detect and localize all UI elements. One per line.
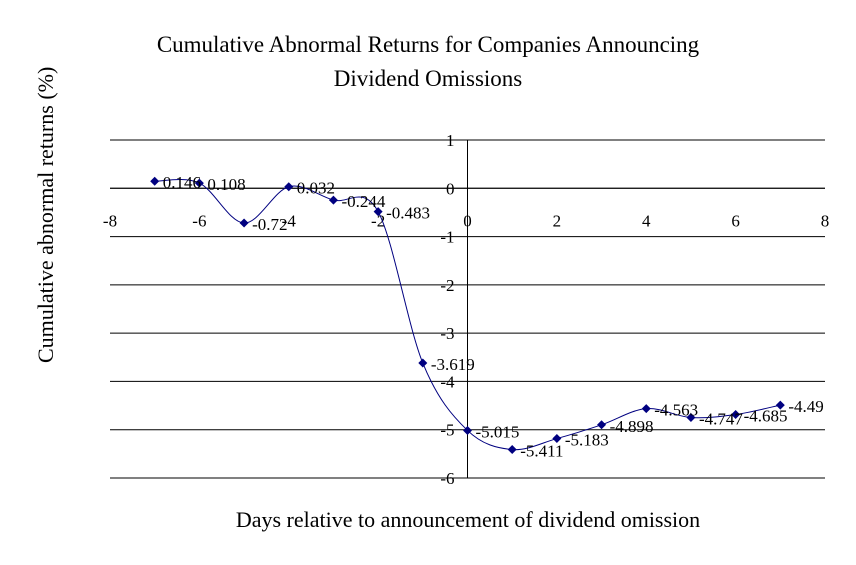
tick-labels: -8 -6 -4 -2 0 2 4 6 810-1-2-3-4-5-6 — [103, 131, 829, 488]
data-label: -4.747 — [699, 409, 743, 428]
x-tick-label: -2 — [371, 211, 385, 230]
data-point-marker — [507, 445, 517, 455]
y-tick-label: 1 — [446, 131, 455, 150]
data-label: -3.619 — [431, 355, 475, 374]
x-tick-label: 8 — [821, 211, 830, 230]
x-tick-label: -4 — [282, 211, 297, 230]
data-label: 0.108 — [207, 175, 245, 194]
data-point-marker — [775, 400, 785, 410]
data-label: -4.563 — [654, 401, 698, 420]
chart-title: Cumulative Abnormal Returns for Companie… — [0, 28, 856, 96]
x-tick-label: 6 — [731, 211, 740, 230]
data-label: -0.72 — [252, 215, 287, 234]
x-tick-label: -8 — [103, 211, 117, 230]
data-label: -5.411 — [520, 442, 563, 461]
data-labels: 0.146 0.108 -0.72 0.032 -0.244-0.483 -3.619 -5… — [163, 173, 824, 460]
data-point-marker — [552, 434, 562, 444]
data-point-marker — [686, 412, 696, 422]
data-point-marker — [641, 404, 651, 414]
x-tick-label: 2 — [553, 211, 562, 230]
data-label: -0.244 — [341, 192, 385, 211]
data-point-marker — [597, 420, 607, 430]
data-label: 0.032 — [297, 179, 335, 198]
data-point-marker — [418, 358, 428, 368]
y-tick-label: -1 — [440, 228, 454, 247]
data-point-marker — [239, 218, 249, 228]
data-point-marker — [373, 207, 383, 217]
data-point-marker — [731, 410, 741, 420]
data-label: -5.015 — [476, 422, 520, 441]
data-label: -4.685 — [744, 407, 788, 426]
x-tick-label: 0 — [463, 211, 472, 230]
axes — [110, 140, 825, 478]
data-label: -4.898 — [610, 417, 654, 436]
chart-title-line-2: Dividend Omissions — [333, 66, 523, 91]
data-point-marker — [284, 182, 294, 192]
data-label: -4.49 — [788, 397, 823, 416]
y-tick-label: 0 — [446, 179, 455, 198]
data-point-marker — [328, 195, 338, 205]
y-tick-label: -2 — [440, 276, 454, 295]
data-point-marker — [150, 176, 160, 186]
series-line — [154, 179, 781, 451]
x-axis-label: Days relative to announcement of dividen… — [235, 507, 701, 532]
data-label: 0.146 — [163, 173, 201, 192]
data-label: -5.183 — [565, 431, 609, 450]
y-tick-label: -3 — [440, 324, 454, 343]
y-tick-label: -4 — [440, 372, 455, 391]
x-tick-label: -6 — [192, 211, 206, 230]
data-point-marker — [463, 425, 472, 435]
chart-title-line-1: Cumulative Abnormal Returns for Companie… — [156, 32, 700, 57]
y-tick-label: -6 — [440, 469, 454, 488]
data-point-marker — [194, 178, 204, 188]
x-tick-label: 4 — [642, 211, 651, 230]
y-tick-label: -5 — [440, 421, 454, 440]
series-group — [150, 176, 785, 455]
data-label: -0.483 — [386, 204, 430, 223]
